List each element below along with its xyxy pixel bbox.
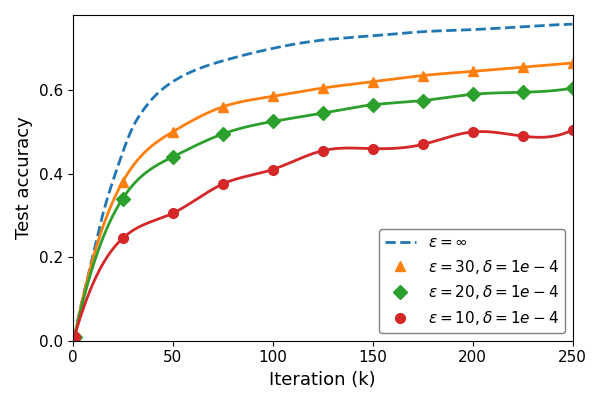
$\varepsilon = 30, \delta = 1e-4$ (569, 61, 576, 65)
$\varepsilon = 20, \delta = 1e-4$ (119, 196, 126, 201)
$\varepsilon = 20, \delta = 1e-4$ (169, 155, 176, 160)
$\varepsilon = 10, \delta = 1e-4$ (569, 127, 576, 132)
Line: $\varepsilon = 20, \delta = 1e-4$: $\varepsilon = 20, \delta = 1e-4$ (70, 83, 577, 341)
$\varepsilon = 30, \delta = 1e-4$ (219, 105, 226, 109)
$\varepsilon = \infty$ (367, 34, 374, 38)
$\varepsilon = 30, \delta = 1e-4$ (319, 86, 326, 90)
$\varepsilon = 30, \delta = 1e-4$ (419, 73, 426, 78)
$\varepsilon = \infty$ (308, 39, 315, 44)
$\varepsilon = 20, \delta = 1e-4$ (71, 334, 78, 339)
$\varepsilon = 10, \delta = 1e-4$ (169, 211, 176, 216)
$\varepsilon = 10, \delta = 1e-4$ (71, 334, 78, 339)
$\varepsilon = 30, \delta = 1e-4$ (519, 65, 526, 69)
$\varepsilon = 30, \delta = 1e-4$ (169, 130, 176, 135)
$\varepsilon = 30, \delta = 1e-4$ (469, 69, 476, 74)
$\varepsilon = \infty$ (71, 334, 78, 339)
$\varepsilon = \infty$ (479, 27, 486, 32)
$\varepsilon = 20, \delta = 1e-4$ (519, 90, 526, 95)
$\varepsilon = \infty$ (569, 22, 576, 27)
$\varepsilon = 10, \delta = 1e-4$ (419, 142, 426, 147)
$\varepsilon = 10, \delta = 1e-4$ (219, 182, 226, 187)
$\varepsilon = \infty$ (311, 39, 318, 44)
$\varepsilon = 20, \delta = 1e-4$ (419, 98, 426, 103)
$\varepsilon = 30, \delta = 1e-4$ (119, 180, 126, 185)
$\varepsilon = 30, \delta = 1e-4$ (71, 334, 78, 339)
$\varepsilon = 30, \delta = 1e-4$ (269, 94, 276, 99)
$\varepsilon = 10, \delta = 1e-4$ (469, 130, 476, 135)
$\varepsilon = 10, \delta = 1e-4$ (119, 236, 126, 241)
$\varepsilon = 10, \delta = 1e-4$ (319, 148, 326, 153)
$\varepsilon = 20, \delta = 1e-4$ (269, 119, 276, 124)
Line: $\varepsilon = 30, \delta = 1e-4$: $\varepsilon = 30, \delta = 1e-4$ (70, 58, 577, 341)
$\varepsilon = \infty$ (557, 22, 564, 27)
$\varepsilon = 20, \delta = 1e-4$ (319, 111, 326, 116)
$\varepsilon = 30, \delta = 1e-4$ (369, 80, 376, 84)
Line: $\varepsilon = 10, \delta = 1e-4$: $\varepsilon = 10, \delta = 1e-4$ (70, 125, 577, 341)
$\varepsilon = 20, \delta = 1e-4$ (469, 92, 476, 97)
$\varepsilon = 20, \delta = 1e-4$ (569, 86, 576, 90)
Line: $\varepsilon = \infty$: $\varepsilon = \infty$ (75, 24, 573, 337)
$\varepsilon = 10, \delta = 1e-4$ (519, 134, 526, 139)
$\varepsilon = 10, \delta = 1e-4$ (269, 167, 276, 172)
Legend: $\varepsilon = \infty$, $\varepsilon = 30, \delta = 1e-4$, $\varepsilon = 20, \d: $\varepsilon = \infty$, $\varepsilon = 3… (379, 229, 565, 333)
$\varepsilon = 20, \delta = 1e-4$ (369, 102, 376, 107)
$\varepsilon = 20, \delta = 1e-4$ (219, 132, 226, 137)
$\varepsilon = 10, \delta = 1e-4$ (369, 146, 376, 151)
X-axis label: Iteration (k): Iteration (k) (269, 371, 376, 389)
$\varepsilon = \infty$ (340, 36, 347, 40)
Y-axis label: Test accuracy: Test accuracy (15, 116, 33, 239)
